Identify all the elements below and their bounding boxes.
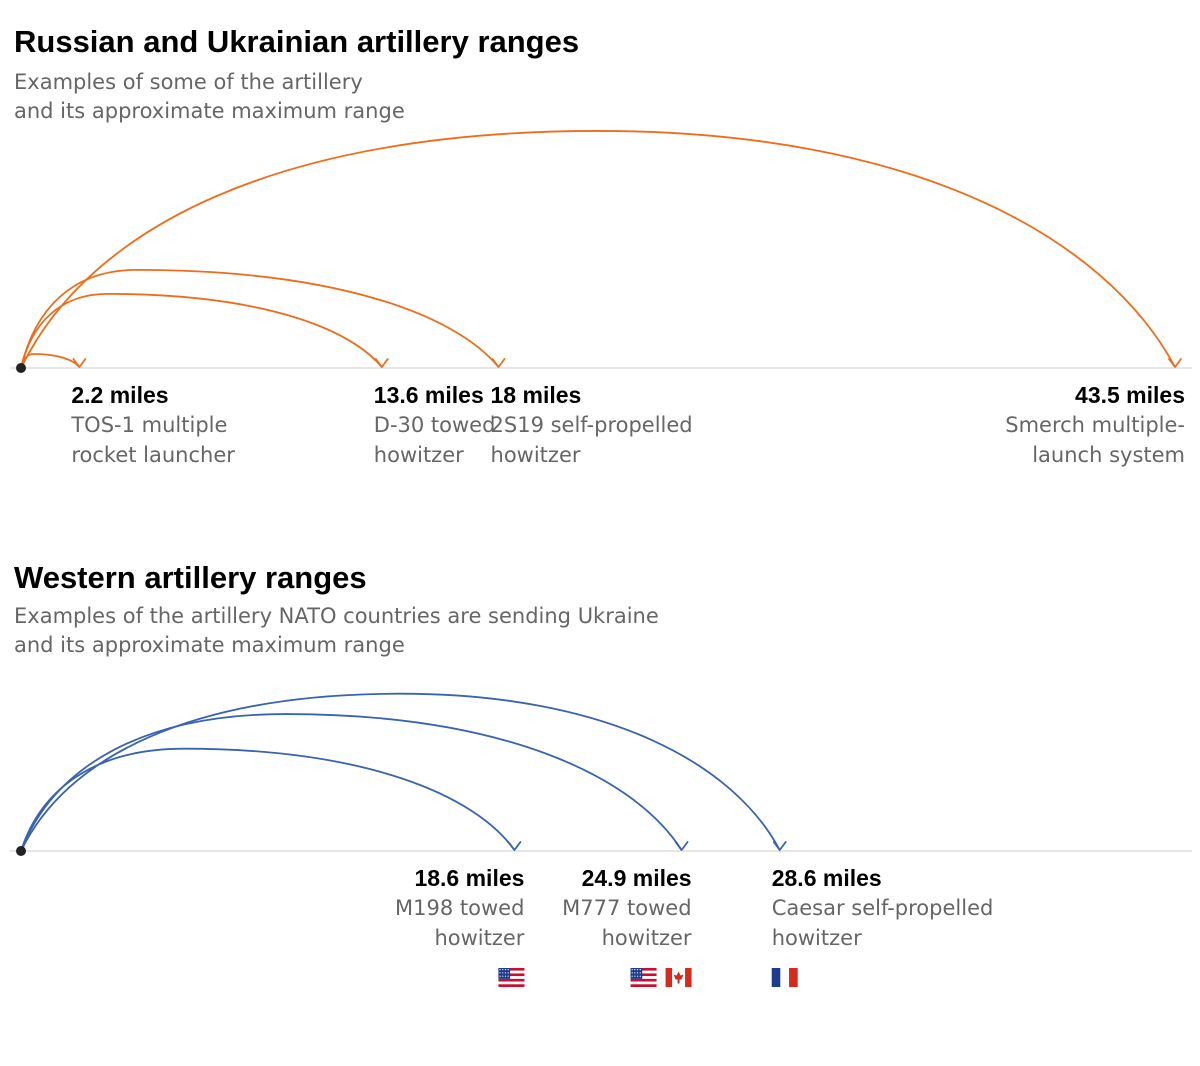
range-value-label: 24.9 miles	[582, 865, 692, 891]
subtitle-line: Examples of some of the artillery	[14, 70, 363, 94]
range-arrowhead	[72, 358, 87, 368]
range-arc	[20, 692, 781, 852]
range-arrowhead	[507, 841, 522, 851]
range-arc	[20, 713, 683, 852]
artillery-name-label: Smerch multiple-	[1005, 413, 1185, 437]
range-value-label: 2.2 miles	[71, 382, 168, 408]
russian-ukrainian-chart-subtitle: Examples of some of the artillery and it…	[14, 68, 405, 126]
artillery-name-label: D-30 towed	[374, 413, 496, 437]
artillery-name-label: howitzer	[772, 926, 862, 950]
western-chart-title: Western artillery ranges	[14, 560, 367, 595]
france-flag-icon	[771, 968, 798, 987]
range-value-label: 13.6 miles	[374, 382, 484, 408]
range-arrowhead	[772, 841, 787, 851]
russian-ukrainian-chart-title: Russian and Ukrainian artillery ranges	[14, 24, 580, 59]
range-arc	[20, 130, 1176, 369]
artillery-name-label: TOS-1 multiple	[70, 413, 227, 437]
range-arc	[20, 747, 516, 852]
range-value-label: 43.5 miles	[1075, 382, 1185, 408]
range-arc	[20, 268, 500, 369]
range-arrowhead	[674, 841, 689, 851]
artillery-name-label: M777 towed	[562, 896, 691, 920]
range-arrowhead	[1168, 358, 1182, 368]
arc-panel: 2.2 miles TOS-1 multiple rocket launcher 13…	[10, 130, 1192, 467]
origin-point	[16, 846, 26, 856]
range-value-label: 28.6 miles	[772, 865, 882, 891]
range-arc	[20, 292, 383, 369]
artillery-name-label: howitzer	[491, 443, 581, 467]
artillery-name-label: Caesar self-propelled	[772, 896, 994, 920]
subtitle-line: Examples of the artillery NATO countries…	[14, 604, 659, 628]
arc-panel: 18.6 miles M198 towed howitzer 24.9 miles M7…	[10, 692, 1192, 987]
range-value-label: 18.6 miles	[414, 865, 524, 891]
artillery-name-label: 2S19 self-propelled	[491, 413, 693, 437]
range-value-label: 18 miles	[491, 382, 582, 408]
artillery-name-label: howitzer	[374, 443, 464, 467]
us-flag-icon	[630, 968, 657, 987]
artillery-name-label: howitzer	[434, 926, 524, 950]
canada-flag-icon	[665, 968, 692, 987]
subtitle-line: and its approximate maximum range	[14, 99, 405, 123]
artillery-name-label: launch system	[1032, 443, 1185, 467]
us-flag-icon	[498, 968, 525, 987]
range-arc	[20, 353, 81, 369]
artillery-name-label: rocket launcher	[71, 443, 235, 467]
subtitle-line: and its approximate maximum range	[14, 633, 405, 657]
artillery-name-label: M198 towed	[395, 896, 524, 920]
range-arrowhead	[374, 358, 389, 368]
western-chart-subtitle: Examples of the artillery NATO countries…	[14, 602, 659, 660]
artillery-name-label: howitzer	[602, 926, 692, 950]
origin-point	[16, 363, 26, 373]
range-arrowhead	[491, 358, 506, 368]
